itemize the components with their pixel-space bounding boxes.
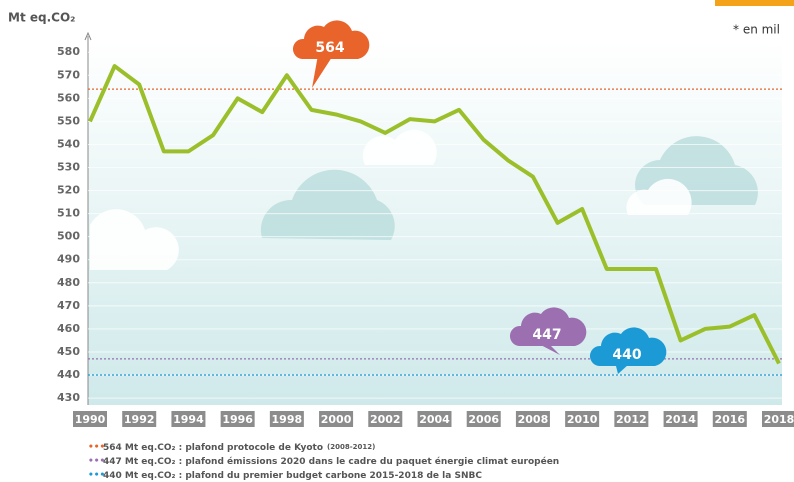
callout-label: 447 (532, 327, 561, 343)
x-tick-label: 2002 (370, 413, 401, 426)
y-tick-label: 470 (57, 299, 80, 312)
callout: 440 (589, 327, 667, 374)
x-tick-box (663, 411, 698, 427)
y-tick-label: 490 (57, 253, 80, 266)
y-tick-label: 500 (57, 230, 80, 243)
x-tick-label: 2010 (567, 413, 598, 426)
x-tick-box (122, 411, 157, 427)
x-tick-label: 1994 (173, 413, 204, 426)
callout-label: 440 (612, 347, 641, 363)
callout-cloud (509, 307, 587, 346)
y-tick-label: 530 (57, 161, 80, 174)
y-tick-label: 430 (57, 391, 80, 404)
annotation: * en mil (733, 23, 780, 37)
legend-label: 447 Mt eq.CO₂ : plafond émissions 2020 d… (103, 456, 559, 467)
callout: 447 (509, 307, 587, 355)
x-tick-label: 1998 (272, 413, 303, 426)
y-tick-label: 460 (57, 322, 80, 335)
x-tick-box (171, 411, 206, 427)
y-tick-label: 480 (57, 276, 80, 289)
x-tick-label: 2018 (764, 413, 794, 426)
y-tick-label: 550 (57, 114, 80, 127)
x-tick-label: 2008 (518, 413, 549, 426)
x-tick-label: 1996 (222, 413, 253, 426)
legend-text: 564 Mt eq.CO₂ : plafond protocole de Kyo… (103, 443, 375, 453)
x-tick-label: 1990 (75, 413, 106, 426)
y-tick-label: 580 (57, 45, 80, 58)
x-tick-label: 2012 (616, 413, 647, 426)
y-tick-label: 520 (57, 184, 80, 197)
corner-bar (715, 0, 794, 6)
x-tick-box (220, 411, 255, 427)
x-tick-box (368, 411, 403, 427)
x-tick-label: 2006 (468, 413, 499, 426)
legend-note: (2008-2012) (327, 443, 375, 451)
y-tick-label: 540 (57, 137, 80, 150)
callout: 564 (292, 20, 370, 88)
callout-cloud (589, 327, 667, 366)
legend-text: 447 Mt eq.CO₂ : plafond émissions 2020 d… (103, 456, 559, 467)
data-line (88, 64, 781, 365)
y-axis-arrow (84, 31, 92, 41)
plot-background (88, 40, 782, 405)
clouds-white (90, 129, 692, 270)
callout-pointer (312, 55, 332, 88)
y-tick-label: 440 (57, 368, 80, 381)
legend-dots: ••• (88, 443, 105, 453)
legend-dots: ••• (88, 457, 105, 467)
x-tick-box (515, 411, 550, 427)
x-tick-label: 2014 (665, 413, 696, 426)
y-tick-label: 560 (57, 91, 80, 104)
callout-label: 564 (315, 40, 344, 56)
legend-dots: ••• (88, 471, 105, 481)
x-tick-box (466, 411, 501, 427)
x-tick-label: 2016 (714, 413, 745, 426)
y-axis-label: Mt eq.CO₂ (8, 11, 75, 25)
x-tick-box (73, 411, 107, 427)
x-tick-label: 2004 (419, 413, 450, 426)
legend-label: 564 Mt eq.CO₂ : plafond protocole de Kyo… (103, 443, 323, 453)
x-tick-box (269, 411, 304, 427)
y-tick-label: 450 (57, 345, 80, 358)
x-tick-label: 1992 (124, 413, 155, 426)
x-tick-box (417, 411, 452, 427)
x-tick-box (762, 411, 794, 427)
x-tick-box (565, 411, 600, 427)
y-tick-label: 570 (57, 68, 80, 81)
x-tick-box (712, 411, 747, 427)
x-tick-label: 2000 (321, 413, 352, 426)
x-tick-box (614, 411, 649, 427)
legend-text: 440 Mt eq.CO₂ : plafond du premier budge… (103, 471, 482, 481)
y-tick-label: 510 (57, 207, 80, 220)
callout-cloud (292, 20, 370, 60)
legend-label: 440 Mt eq.CO₂ : plafond du premier budge… (103, 471, 482, 481)
x-tick-box (319, 411, 354, 427)
